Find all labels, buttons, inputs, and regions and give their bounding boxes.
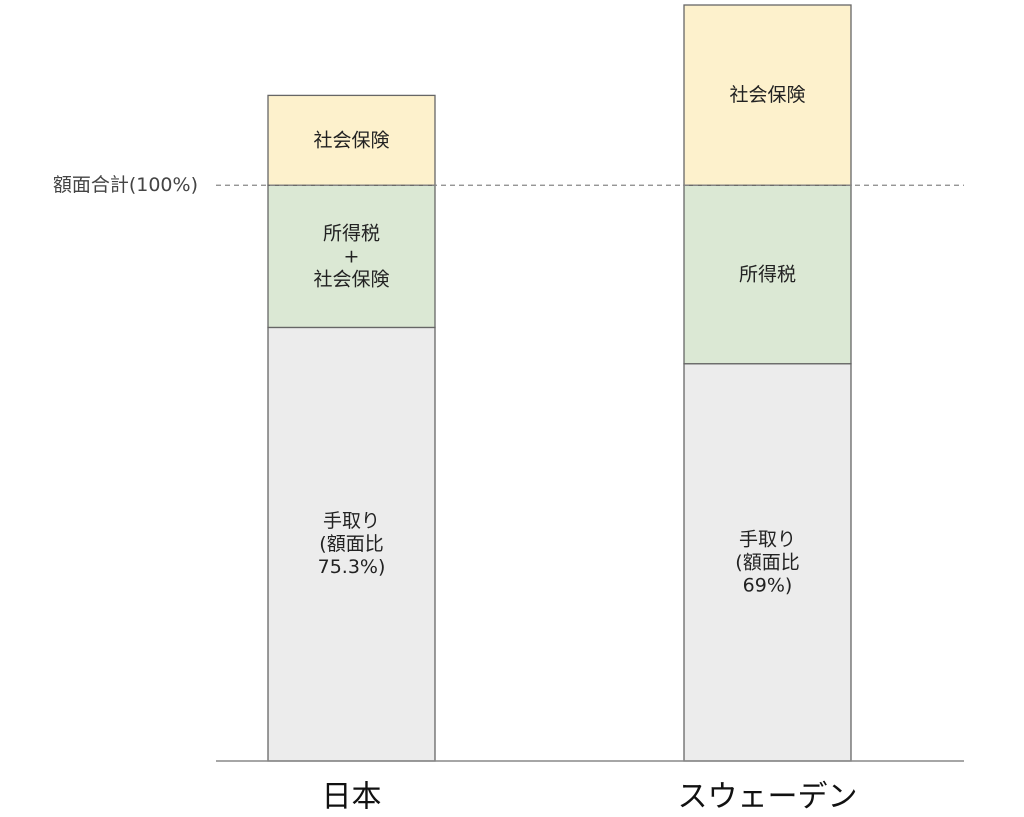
segment-label-take_home-1: 69%) — [743, 574, 793, 596]
reference-line-label: 額面合計(100%) — [53, 174, 198, 196]
category-label-0: 日本 — [322, 780, 382, 815]
segment-label-social_insurance-0: 社会保険 — [313, 129, 389, 151]
segment-label-take_home-1: 手取り — [739, 528, 796, 550]
segment-label-tax-0: 社会保険 — [313, 268, 389, 290]
bar-segment-tax-0 — [267, 184, 436, 329]
segment-label-tax-0: + — [344, 245, 360, 267]
segment-label-tax-0: 所得税 — [323, 222, 380, 244]
segment-label-tax-1: 所得税 — [739, 263, 796, 285]
labels-layer: 手取り(額面比75.3%)所得税+社会保険社会保険日本手取り(額面比69%)所得… — [313, 84, 857, 814]
segment-label-take_home-1: (額面比 — [735, 551, 799, 573]
bar-segment-social_insurance-0 — [267, 94, 436, 186]
segment-label-take_home-0: 手取り — [323, 510, 380, 532]
category-label-1: スウェーデン — [678, 780, 858, 815]
bar-segment-tax-1 — [683, 184, 852, 365]
bars-layer — [267, 4, 852, 762]
bar-segment-take_home-0 — [267, 326, 436, 762]
segment-label-social_insurance-1: 社会保険 — [729, 84, 805, 106]
bar-segment-social_insurance-1 — [683, 4, 852, 186]
bar-segment-take_home-1 — [683, 363, 852, 762]
segment-label-take_home-0: (額面比 — [319, 533, 383, 555]
segment-label-take_home-0: 75.3%) — [318, 556, 386, 578]
